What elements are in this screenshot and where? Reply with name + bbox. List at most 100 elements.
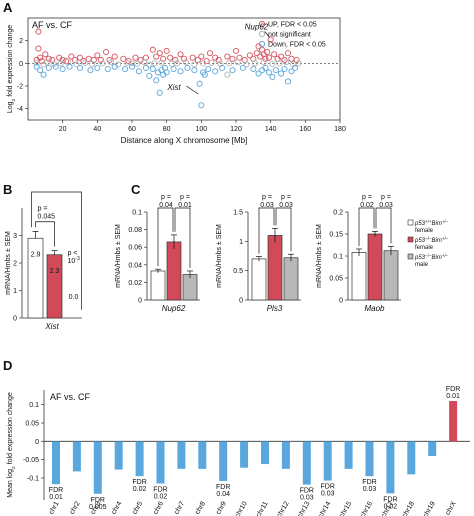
data-point [198,53,205,60]
fdr-label: FDR [216,484,230,491]
fdr-label: FDR [362,479,376,486]
bar [383,250,399,301]
y-tick-label: 1 [13,288,17,295]
bar [198,441,207,469]
data-point [108,59,115,66]
x-tick-label: 60 [128,126,136,133]
x-tick-label: chr13 [297,500,312,516]
x-tick-label: chr2 [69,500,82,515]
data-point [200,60,207,67]
p-value-text: p = [281,194,291,201]
data-point [87,67,94,74]
data-point [59,56,66,63]
data-point [170,65,177,73]
y-axis-label: Mean log2 fold expression change [7,392,17,498]
x-tick-label: chr19 [422,500,437,516]
x-tick-label: 40 [93,126,101,133]
legend-swatch [407,236,414,243]
legend-sex: female [415,245,434,251]
legend-label: p53−/−Bim+/− [414,253,449,262]
y-tick-label: 0 [19,61,23,68]
data-point [262,64,269,71]
bar [46,254,63,319]
data-point [291,64,298,71]
fdr-label: FDR [300,488,314,495]
data-point [151,60,158,67]
x-tick-label: 160 [299,126,311,133]
data-point [99,60,106,67]
panel-label-c: C [131,182,141,197]
fdr-label: FDR [446,386,460,393]
x-tick-label: chr8 [194,500,207,515]
data-point [66,63,73,70]
data-point [252,60,259,67]
fdr-value: 0.005 [89,504,107,511]
data-point [149,46,156,53]
data-point [59,65,66,73]
data-point [111,53,118,60]
data-point [111,63,118,70]
data-point [167,54,174,61]
data-point [141,59,148,66]
panel-label-a: A [3,0,13,15]
y-tick-label: 0.02 [128,280,142,287]
data-point [255,70,262,77]
x-tick-label: 140 [265,126,277,133]
data-point [293,56,300,63]
data-point [35,45,42,52]
y-axis-label: mRNA/Hmbs ± SEM [316,224,323,288]
data-point [76,64,84,71]
y-tick-label: 2 [13,261,17,268]
bar [344,441,353,469]
bar [267,235,283,301]
bar [182,274,198,301]
y-tick-label: 0 [138,298,142,305]
data-point [269,60,276,67]
data-point [250,65,257,73]
annotation-arrow [264,31,270,38]
fdr-label: FDR [153,487,167,494]
data-point [191,61,198,68]
p-value-text: p = [262,194,272,201]
fdr-label: FDR [49,487,63,494]
fdr-value: 0.01 [446,393,460,400]
data-point [45,64,52,71]
bar [166,241,182,301]
bar [93,441,102,494]
data-point [33,59,40,66]
bar [407,441,416,475]
data-point [224,53,231,60]
data-point [205,65,212,73]
legend-label: UP, FDR < 0.05 [268,22,317,29]
data-point [82,59,89,66]
data-point [45,55,52,62]
significance-bracket [157,207,174,267]
p-value: 0.02 [360,202,374,209]
data-point [243,61,250,68]
y-tick-label: 0.04 [128,262,142,269]
value-label: 2.3 [50,268,60,275]
value-label: 2.9 [31,251,41,258]
value-label: 0.0 [69,294,79,301]
data-point [229,55,236,62]
chart-title: AF vs. CF [50,392,91,402]
data-point [206,50,214,57]
data-point [73,61,80,68]
legend-swatch [407,219,414,226]
data-point [182,59,189,66]
data-point [284,50,292,57]
data-point [246,52,253,59]
legend-sex: male [415,262,429,268]
data-point [288,68,295,75]
data-point [226,60,233,67]
bar [449,401,458,442]
panel-a-scatter: AF vs. CF -4 -2 0 2 20 40 60 80 100 120 140 160 180 Di… [7,17,346,145]
bar [283,257,299,301]
x-tick-label: chr5 [131,500,144,515]
panel-label-d: D [3,358,12,373]
data-point [232,47,240,54]
data-point [94,64,101,71]
fdr-value: 0.03 [300,495,314,502]
data-point [132,54,139,61]
